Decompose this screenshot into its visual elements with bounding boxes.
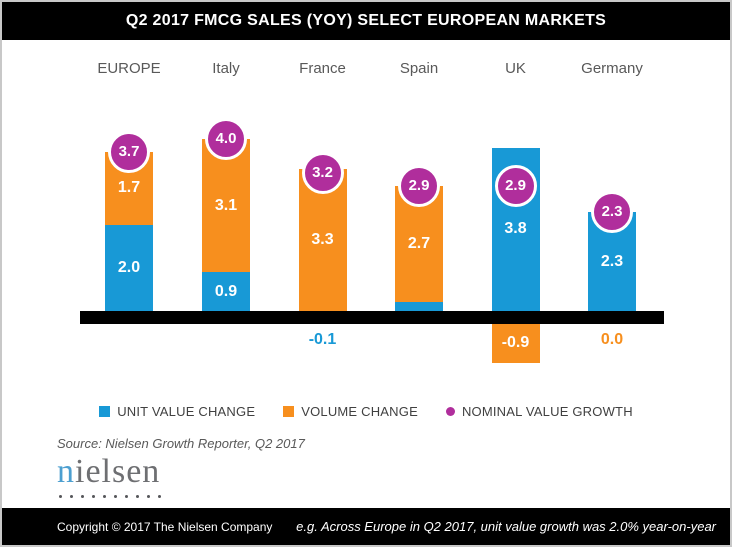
unit-value-segment-europe: [105, 225, 153, 311]
unit-value-segment-spain: [395, 302, 443, 311]
nielsen-logo-letters-rest: ielsen: [75, 453, 161, 490]
source-note: Source: Nielsen Growth Reporter, Q2 2017: [57, 436, 305, 451]
logo-dot: [136, 494, 139, 498]
nielsen-logo-dots-icon: [59, 494, 161, 498]
volume-segment-italy: [202, 139, 250, 273]
logo-dot: [158, 494, 161, 498]
footer-bar: Copyright © 2017 The Nielsen Company e.g…: [2, 508, 730, 545]
legend-item-volume-change: VOLUME CHANGE: [283, 404, 418, 419]
logo-dot: [59, 494, 62, 498]
category-label-europe: EUROPE: [97, 60, 161, 77]
logo-dot: [92, 494, 95, 498]
legend-item-unit-value-change: UNIT VALUE CHANGE: [99, 404, 255, 419]
volume-value-label-uk: -0.9: [501, 334, 530, 352]
example-note-text: e.g. Across Europe in Q2 2017, unit valu…: [296, 519, 716, 534]
copyright-text: Copyright © 2017 The Nielsen Company: [57, 519, 273, 534]
nielsen-logo-wordmark: nielsen: [57, 454, 161, 490]
nominal-value-marker-germany: 2.3: [591, 191, 633, 234]
nielsen-logo-letter-n: n: [57, 453, 75, 490]
category-label-italy: Italy: [212, 60, 240, 77]
legend: UNIT VALUE CHANGE VOLUME CHANGE NOMINAL …: [2, 404, 730, 419]
x-axis-baseline: [80, 311, 664, 324]
unit-value-value-label-europe: 2.0: [117, 259, 141, 276]
logo-dot: [81, 494, 84, 498]
nominal-value-growth-dot-icon: [445, 407, 455, 416]
unit-value-value-label-germany: 2.3: [600, 252, 624, 270]
nominal-value-marker-uk: 2.9: [494, 165, 537, 208]
volume-change-swatch-icon: [283, 406, 295, 417]
logo-dot: [70, 494, 73, 498]
unit-value-value-label-italy: 0.9: [214, 282, 238, 300]
unit-value-value-label-uk: 3.8: [504, 220, 527, 238]
legend-label-unit-value-change: UNIT VALUE CHANGE: [117, 404, 256, 419]
chart-plot-area: EUROPE 2.0 1.7 3.7 Italy 0.9 3.1 4.0 France -0.1 3…: [2, 40, 730, 400]
category-label-germany: Germany: [581, 60, 643, 77]
unit-value-segment-italy: [202, 272, 250, 311]
volume-segment-uk: [491, 324, 540, 363]
unit-value-value-label-france: -0.1: [308, 331, 337, 348]
logo-dot: [103, 494, 106, 498]
logo-dot: [114, 494, 117, 498]
volume-value-label-italy: 3.1: [214, 196, 238, 214]
nominal-value-marker-france: 3.2: [301, 152, 344, 195]
chart-title-bar: Q2 2017 FMCG SALES (YOY) SELECT EUROPEAN…: [2, 2, 730, 40]
legend-label-volume-change: VOLUME CHANGE: [301, 404, 418, 419]
category-label-france: France: [299, 60, 346, 77]
logo-dot: [147, 494, 150, 498]
nominal-value-marker-italy: 4.0: [205, 118, 247, 160]
nominal-value-marker-spain: 2.9: [398, 165, 440, 208]
category-label-spain: Spain: [399, 60, 439, 77]
logo-dot: [125, 494, 128, 498]
nielsen-logo: nielsen: [57, 454, 161, 498]
unit-value-change-swatch-icon: [99, 406, 111, 417]
category-label-uk: UK: [505, 60, 526, 77]
volume-value-label-europe: 1.7: [117, 179, 141, 197]
chart-title: Q2 2017 FMCG SALES (YOY) SELECT EUROPEAN…: [125, 12, 607, 29]
nominal-value-marker-europe: 3.7: [108, 130, 150, 173]
legend-item-nominal-value-growth: NOMINAL VALUE GROWTH: [445, 404, 633, 419]
legend-label-nominal-value-growth: NOMINAL VALUE GROWTH: [461, 404, 633, 419]
volume-value-label-spain: 2.7: [407, 235, 431, 253]
volume-value-label-germany: 0.0: [600, 331, 624, 348]
volume-value-label-france: 3.3: [311, 231, 334, 249]
